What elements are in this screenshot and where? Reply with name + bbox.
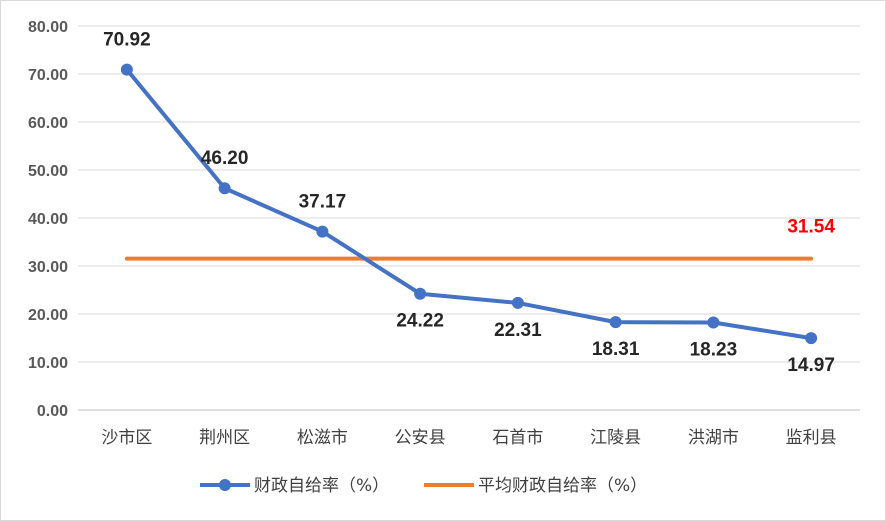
data-label: 18.23: [690, 339, 738, 360]
data-label: 24.22: [396, 311, 444, 332]
data-point: [316, 225, 329, 238]
average-series: 31.54: [124, 217, 835, 261]
legend-label-main: 财政自给率（%）: [254, 476, 389, 496]
y-tick-label: 70.00: [28, 67, 68, 84]
y-tick-label: 20.00: [28, 307, 68, 324]
x-tick-label: 江陵县: [590, 428, 641, 448]
data-label: 46.20: [201, 148, 249, 169]
data-label: 22.31: [494, 320, 542, 341]
gridlines: [78, 25, 860, 411]
data-point: [120, 63, 133, 76]
x-tick-label: 监利县: [786, 428, 837, 448]
x-tick-label: 洪湖市: [688, 428, 739, 448]
x-tick-label: 石首市: [492, 428, 543, 448]
x-tick-label: 松滋市: [297, 428, 348, 448]
x-tick-label: 沙市区: [101, 428, 152, 448]
y-tick-label: 10.00: [28, 355, 68, 372]
y-tick-label: 80.00: [28, 19, 68, 36]
data-point: [805, 332, 818, 345]
y-tick-label: 50.00: [28, 163, 68, 180]
average-data-label: 31.54: [787, 217, 835, 238]
x-tick-label: 公安县: [395, 428, 446, 448]
y-tick-label: 30.00: [28, 259, 68, 276]
series-line: [125, 68, 812, 341]
legend-label-average: 平均财政自给率（%）: [478, 476, 647, 496]
x-tick-label: 荆州区: [199, 428, 250, 448]
data-point: [511, 296, 524, 309]
data-label: 70.92: [103, 30, 151, 51]
y-tick-label: 0.00: [37, 403, 68, 420]
data-label: 14.97: [787, 355, 835, 376]
legend-marker-dot-main: [219, 479, 231, 491]
x-axis-ticks: 沙市区 荆州区 松滋市 公安县 石首市 江陵县 洪湖市 监利县: [101, 428, 836, 448]
data-label: 18.31: [592, 339, 640, 360]
data-label: 37.17: [299, 192, 347, 213]
y-tick-label: 40.00: [28, 211, 68, 228]
data-point: [414, 287, 427, 300]
data-point: [218, 182, 231, 195]
main-series: 70.92 46.20 37.17 24.22 22.31 18.31 18.23 14.97: [103, 30, 835, 377]
legend: 财政自给率（%） 平均财政自给率（%）: [200, 476, 647, 496]
data-point: [707, 316, 720, 329]
y-axis-ticks: 0.00 10.00 20.00 30.00 40.00 50.00 60.00 70.00 8…: [28, 19, 68, 420]
y-tick-label: 60.00: [28, 115, 68, 132]
data-point: [609, 316, 622, 329]
